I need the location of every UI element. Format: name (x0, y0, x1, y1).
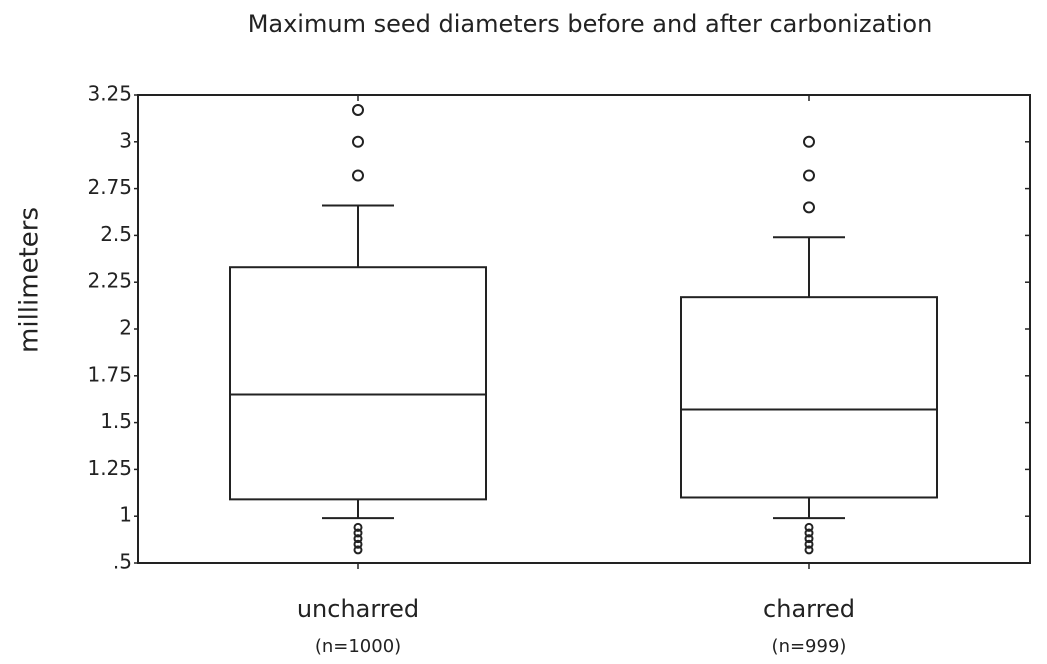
y-tick-label: 2.75 (87, 175, 132, 199)
outlier (804, 534, 814, 544)
outlier (353, 522, 363, 532)
chart-title: Maximum seed diameters before and after … (248, 10, 933, 38)
y-tick-label: 1.5 (100, 409, 132, 433)
box (680, 296, 938, 499)
box (229, 266, 487, 501)
x-tick-label: uncharred (297, 595, 419, 623)
outlier (353, 539, 363, 549)
y-tick-label: 2 (119, 316, 132, 340)
outlier (352, 103, 364, 116)
y-tick-label: 3.25 (87, 82, 132, 106)
y-tick-label: 1.25 (87, 456, 132, 480)
outlier (803, 201, 815, 214)
outlier (804, 545, 814, 555)
outlier (353, 545, 363, 555)
outlier (804, 522, 814, 532)
y-tick-label: 2.25 (87, 269, 132, 293)
outlier (803, 135, 815, 148)
outlier (353, 534, 363, 544)
outlier (804, 528, 814, 538)
y-tick-label: 1.75 (87, 362, 132, 386)
outlier (803, 169, 815, 182)
x-sublabel: (n=1000) (315, 636, 401, 657)
plot-frame (137, 94, 1031, 564)
outlier (353, 528, 363, 538)
y-tick-label: 1 (119, 503, 132, 527)
outlier (804, 539, 814, 549)
x-tick-label: charred (763, 595, 855, 623)
y-tick-label: 2.5 (100, 222, 132, 246)
outlier (352, 135, 364, 148)
y-tick-label: 3 (119, 128, 132, 152)
outlier (352, 169, 364, 182)
x-sublabel: (n=999) (772, 636, 847, 657)
y-axis-label: millimeters (15, 207, 45, 353)
y-tick-label: .5 (113, 550, 132, 574)
